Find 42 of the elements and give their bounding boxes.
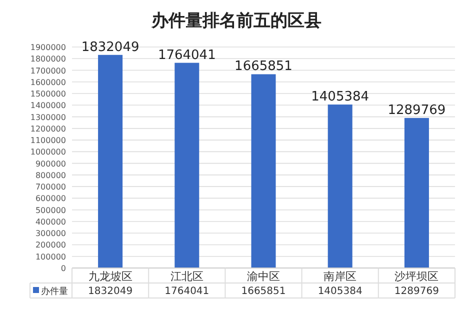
data-label: 1289769 xyxy=(388,102,446,118)
text: 1405384 xyxy=(318,286,362,297)
x-tick-label: 江北区 xyxy=(170,270,204,283)
x-tick-label: 沙坪坝区 xyxy=(394,270,439,283)
x-tick-label: 渝中区 xyxy=(247,270,280,283)
bar xyxy=(404,118,429,268)
data-label: 1405384 xyxy=(311,90,370,105)
y-tick-label: 1700000 xyxy=(30,66,66,76)
y-tick-label: 1400000 xyxy=(30,101,66,110)
bar xyxy=(328,104,352,268)
y-tick-label: 400000 xyxy=(35,217,66,226)
y-tick-label: 1100000 xyxy=(30,136,66,146)
y-tick-label: 900000 xyxy=(35,159,66,168)
text: 1289769 xyxy=(394,286,439,297)
y-tick-label: 200000 xyxy=(35,240,66,250)
y-tick-label: 1200000 xyxy=(30,124,66,134)
chart-title: 办件量排名前五的区县 xyxy=(150,11,322,31)
bar xyxy=(98,54,123,268)
y-tick-label: 1900000 xyxy=(30,43,66,52)
y-tick-label: 700000 xyxy=(35,182,66,192)
y-tick-label: 300000 xyxy=(35,229,66,238)
data-label: 1832049 xyxy=(81,40,140,55)
y-tick-label: 1600000 xyxy=(30,78,66,87)
y-tick-label: 1800000 xyxy=(30,54,66,64)
y-tick-label: 0 xyxy=(60,264,66,273)
x-tick-label: 南岸区 xyxy=(324,270,357,283)
y-tick-label: 600000 xyxy=(35,194,66,204)
x-tick-label: 九龙坡区 xyxy=(88,270,132,283)
y-tick-label: 1500000 xyxy=(30,90,66,99)
y-tick-label: 100000 xyxy=(35,252,66,262)
data-label: 1665851 xyxy=(234,59,292,74)
data-label: 1764041 xyxy=(158,48,216,63)
y-tick-label: 800000 xyxy=(35,170,66,180)
y-tick-label: 1000000 xyxy=(30,148,66,157)
text: 1832049 xyxy=(88,286,133,297)
legend-label: 办件量 xyxy=(41,286,68,297)
y-tick-label: 1300000 xyxy=(30,112,66,122)
y-tick-label: 500000 xyxy=(35,206,66,215)
text: 1764041 xyxy=(164,286,210,297)
bar xyxy=(251,74,276,268)
text: 1665851 xyxy=(241,286,286,297)
bar xyxy=(174,62,200,268)
